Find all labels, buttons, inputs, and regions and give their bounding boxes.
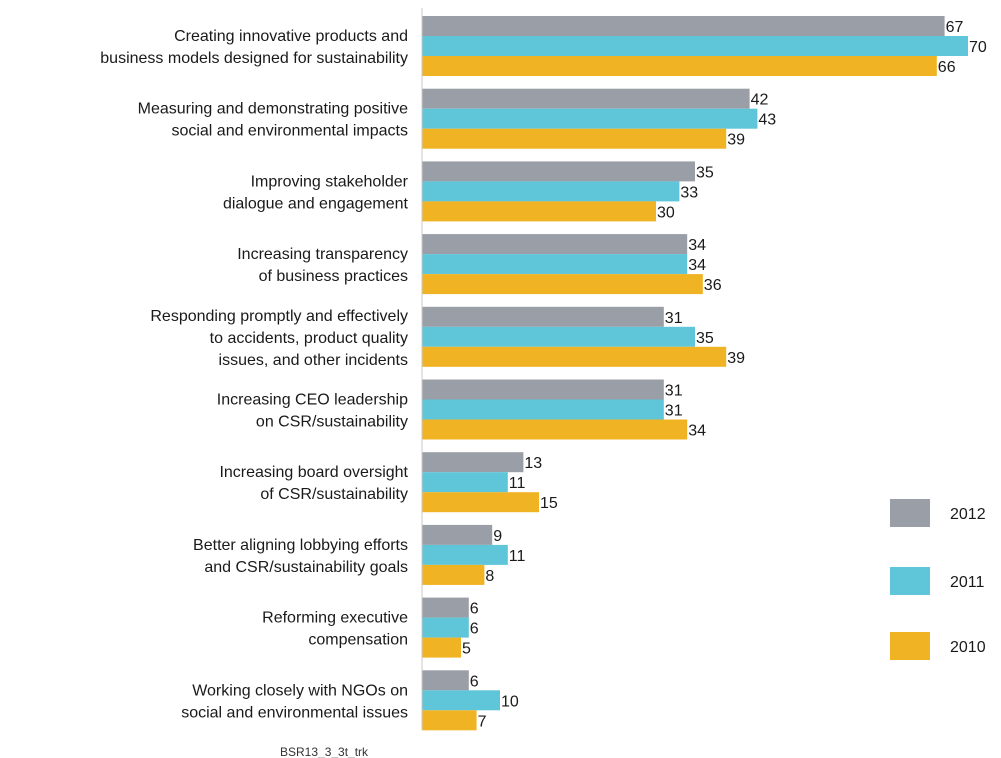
bar-2010-5 <box>422 419 688 440</box>
value-label-2012-3: 34 <box>688 237 706 254</box>
bar-2012-5 <box>422 379 664 400</box>
bar-2010-2 <box>422 201 656 222</box>
value-label-2010-7: 8 <box>485 568 494 585</box>
bar-2011-8 <box>422 617 469 638</box>
value-label-2011-0: 70 <box>969 39 987 56</box>
bar-2011-5 <box>422 399 664 420</box>
category-label-2-line-0: Improving stakeholder <box>251 173 409 190</box>
value-label-2010-4: 39 <box>727 350 745 367</box>
category-labels-layer: Creating innovative products and business… <box>100 28 408 721</box>
bar-2011-2 <box>422 181 680 202</box>
bar-2010-7 <box>422 564 485 585</box>
value-label-2012-4: 31 <box>665 310 683 327</box>
value-label-2010-6: 15 <box>540 495 558 512</box>
category-label-0-line-1: business models designed for sustainabil… <box>100 50 408 67</box>
bar-2011-7 <box>422 544 508 565</box>
bar-2011-0 <box>422 36 968 56</box>
category-label-6-line-0: Increasing board oversight <box>219 464 408 481</box>
category-label-9-line-0: Working closely with NGOs on <box>192 682 408 699</box>
value-label-2011-8: 6 <box>470 621 479 638</box>
category-label-2-line-1: dialogue and engagement <box>223 195 409 212</box>
value-label-2010-9: 7 <box>478 713 487 730</box>
category-label-6-line-1: of CSR/sustainability <box>260 486 408 503</box>
bar-2012-2 <box>422 161 695 182</box>
value-labels-layer: 6770664243393533303434363135393131341311… <box>462 19 987 730</box>
category-label-9-line-1: social and environmental issues <box>181 704 408 721</box>
bar-2012-8 <box>422 597 469 618</box>
value-label-2012-7: 9 <box>493 528 502 545</box>
value-label-2011-7: 11 <box>509 548 526 565</box>
category-label-3-line-0: Increasing transparency <box>237 246 408 263</box>
legend-swatch-2012 <box>890 499 930 527</box>
bar-2011-1 <box>422 108 758 129</box>
category-label-4-line-2: issues, and other incidents <box>219 352 408 369</box>
category-label-7-line-1: and CSR/sustainability goals <box>204 559 408 576</box>
bar-2010-3 <box>422 274 703 295</box>
value-label-2011-5: 31 <box>665 403 683 420</box>
bar-2010-1 <box>422 128 727 149</box>
bar-2010-4 <box>422 346 727 367</box>
bar-2010-8 <box>422 637 461 658</box>
bar-2011-6 <box>422 472 508 493</box>
bar-2011-4 <box>422 326 695 347</box>
bar-2012-9 <box>422 670 469 691</box>
bar-2012-6 <box>422 452 524 473</box>
bar-2011-9 <box>422 690 500 711</box>
value-label-2010-2: 30 <box>657 204 675 221</box>
legend: 2012 2011 2010 <box>890 499 986 660</box>
value-label-2012-2: 35 <box>696 164 714 181</box>
category-label-4-line-0: Responding promptly and effectively <box>150 308 408 325</box>
bar-2010-9 <box>422 710 477 731</box>
legend-swatch-2010 <box>890 632 930 660</box>
footnote: BSR13_3_3t_trk <box>280 745 369 758</box>
category-label-1-line-1: social and environmental impacts <box>171 123 408 140</box>
bar-2012-1 <box>422 88 750 109</box>
category-label-3-line-1: of business practices <box>259 268 408 285</box>
bar-2010-0 <box>422 56 937 76</box>
value-label-2012-1: 42 <box>751 92 769 109</box>
value-label-2012-0: 67 <box>946 19 964 36</box>
value-label-2012-9: 6 <box>470 673 479 690</box>
category-label-0-line-0: Creating innovative products and <box>174 28 408 45</box>
value-label-2011-3: 34 <box>688 257 706 274</box>
category-label-8-line-1: compensation <box>308 632 408 649</box>
legend-label-2012: 2012 <box>950 506 986 523</box>
value-label-2011-2: 33 <box>680 184 698 201</box>
legend-swatch-2011 <box>890 567 930 595</box>
bar-2010-6 <box>422 492 539 513</box>
value-label-2010-0: 66 <box>938 59 956 76</box>
category-label-5-line-1: on CSR/sustainability <box>256 414 408 431</box>
category-label-1-line-0: Measuring and demonstrating positive <box>138 101 408 118</box>
legend-label-2010: 2010 <box>950 639 986 656</box>
value-label-2011-4: 35 <box>696 330 714 347</box>
value-label-2011-6: 11 <box>509 475 526 492</box>
legend-label-2011: 2011 <box>950 574 985 591</box>
bar-2012-0 <box>422 16 945 36</box>
bar-2011-3 <box>422 254 688 275</box>
category-label-8-line-0: Reforming executive <box>262 610 408 627</box>
value-label-2011-1: 43 <box>758 112 776 129</box>
value-label-2010-5: 34 <box>688 423 706 440</box>
category-label-5-line-0: Increasing CEO leadership <box>217 392 408 409</box>
bar-2012-7 <box>422 524 493 545</box>
bar-2012-3 <box>422 234 688 255</box>
value-label-2010-1: 39 <box>727 132 745 149</box>
bars-layer <box>422 16 968 731</box>
value-label-2010-3: 36 <box>704 277 722 294</box>
value-label-2012-6: 13 <box>524 455 542 472</box>
value-label-2010-8: 5 <box>462 641 471 658</box>
category-label-4-line-1: to accidents, product quality <box>210 330 408 347</box>
value-label-2011-9: 10 <box>501 693 519 710</box>
value-label-2012-5: 31 <box>665 383 683 400</box>
value-label-2012-8: 6 <box>470 601 479 618</box>
bar-2012-4 <box>422 306 664 327</box>
category-label-7-line-0: Better aligning lobbying efforts <box>193 537 408 554</box>
